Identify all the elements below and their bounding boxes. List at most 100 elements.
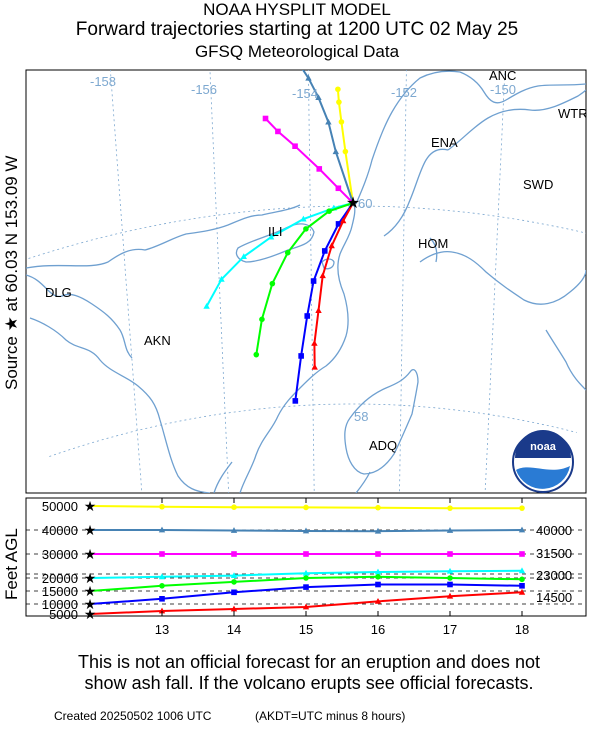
time-tick-label: 13 [155, 622, 169, 637]
place-hom: HOM [418, 236, 448, 251]
trajectory-point [342, 148, 349, 155]
parallel-line [28, 205, 586, 259]
noaa-logo: noaa [512, 430, 574, 493]
created-timestamp: Created 20250502 1006 UTC [54, 709, 212, 723]
trajectory-point [293, 56, 299, 62]
height-point [375, 551, 381, 557]
trajectory-point [292, 398, 299, 404]
height-point [519, 551, 525, 557]
trajectory-point [284, 249, 291, 256]
height-point [446, 567, 454, 574]
meridian-line [109, 70, 143, 493]
trajectory-point [311, 363, 318, 370]
lon-label: -150 [490, 82, 516, 97]
chart-subtitle: GFSQ Meteorological Data [194, 42, 400, 61]
height-tick-label: 10000 [42, 597, 78, 612]
height-point [302, 603, 310, 610]
start-star-icon: ★ [84, 498, 97, 514]
trajectory-point [315, 307, 322, 313]
height-point [519, 576, 525, 583]
lon-label: -152 [391, 85, 417, 100]
trajectory-point [311, 340, 318, 346]
height-tick-label: 15000 [42, 584, 78, 599]
trajectory-point [315, 94, 322, 101]
height-point [159, 551, 165, 557]
trajectory-point [319, 272, 326, 279]
height-point [303, 575, 309, 581]
height-point [518, 567, 526, 574]
height-point [447, 575, 453, 581]
trajectory-point [310, 278, 317, 284]
trajectory-point [335, 86, 341, 93]
start-star-icon: ★ [84, 596, 97, 612]
height-right-label: 14500 [536, 590, 572, 605]
trajectory-point [304, 313, 311, 319]
trajectory-point [305, 74, 312, 81]
height-point [519, 583, 525, 589]
height-point [158, 573, 166, 580]
trajectory-point [339, 217, 347, 224]
height-point [447, 551, 453, 557]
trajectory-point [240, 253, 247, 260]
height-tick-label: 40000 [42, 523, 78, 538]
grid-labels: -158 -156 -154 -152 -150 60 58 [90, 74, 516, 424]
source-star-icon: ★ [346, 195, 360, 212]
height-right-label: 40000 [536, 523, 572, 538]
height-line-red [89, 591, 523, 615]
trajectory-steelblue [301, 70, 354, 204]
height-point [374, 527, 382, 534]
height-tick-label: 20000 [42, 571, 78, 586]
trajectory-point [253, 351, 260, 358]
place-ili: ILI [268, 224, 282, 239]
time-tick-label: 18 [515, 622, 529, 637]
height-point [375, 574, 381, 580]
chart-title-line1: NOAA HYSPLIT MODEL [203, 0, 391, 19]
trajectory-point [259, 316, 265, 323]
height-right-label: 31500 [536, 546, 572, 561]
trajectory-point [336, 99, 342, 105]
height-point [302, 527, 310, 534]
height-point [303, 504, 309, 511]
trajectory-point [203, 303, 210, 309]
height-point [374, 568, 382, 575]
height-point [375, 581, 381, 588]
trajectory-point [335, 221, 342, 227]
place-dlg: DLG [45, 285, 72, 300]
trajectory-point [292, 143, 298, 150]
height-point [446, 527, 454, 533]
trajectory-point [316, 166, 323, 172]
height-point [231, 579, 237, 585]
trajectory-point [335, 185, 342, 192]
height-point [230, 605, 238, 612]
lon-label: -156 [191, 82, 217, 97]
trajectory-point [300, 215, 307, 222]
place-akn: AKN [144, 333, 171, 348]
height-panel-frame [25, 497, 587, 617]
trajectory-cyan [205, 202, 354, 307]
height-tick-label: 30000 [42, 547, 78, 562]
disclaimer-line2: show ash fall. If the volcano erupts see… [84, 673, 534, 693]
trajectory-point [303, 226, 309, 232]
trajectory-red [313, 202, 354, 368]
time-tick-label: 15 [299, 622, 313, 637]
trajectory-point [332, 148, 339, 155]
lat-label: 58 [354, 409, 368, 424]
height-point [446, 592, 454, 599]
start-star-icon: ★ [84, 546, 97, 562]
place-wtr: WTR [558, 106, 588, 121]
time-tick-label: 17 [443, 622, 457, 637]
height-point [519, 505, 525, 511]
start-star-icon: ★ [84, 522, 97, 538]
noaa-logo-text: noaa [530, 441, 557, 453]
trajectory-point [298, 353, 304, 359]
height-point [159, 503, 165, 510]
start-star-icon: ★ [84, 606, 97, 622]
height-tick-label: 5000 [49, 607, 78, 622]
trajectory-point [218, 275, 225, 282]
height-point [230, 527, 238, 533]
trajectory-point [321, 248, 328, 254]
trajectory-point [275, 128, 281, 135]
coastline [26, 70, 586, 493]
